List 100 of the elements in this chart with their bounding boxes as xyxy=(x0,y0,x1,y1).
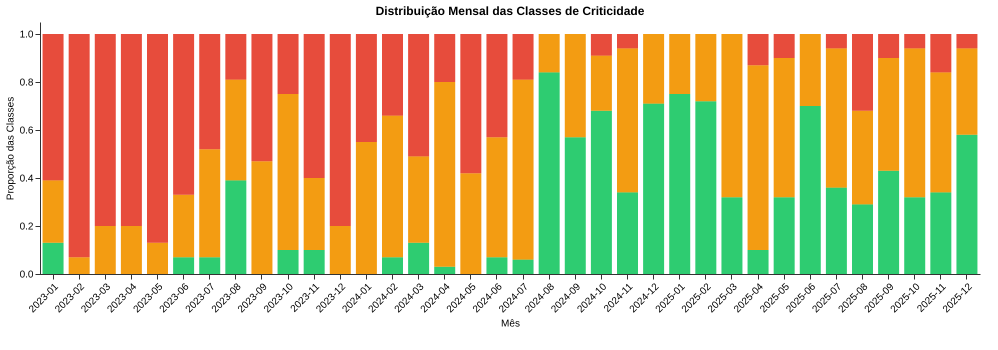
bar xyxy=(774,34,795,58)
bar xyxy=(120,34,142,226)
bar xyxy=(304,178,325,250)
bar xyxy=(434,34,456,82)
bar xyxy=(904,34,926,48)
bar xyxy=(147,242,168,274)
bar xyxy=(590,56,612,111)
bar xyxy=(434,82,456,267)
bar xyxy=(199,149,220,258)
bar xyxy=(669,34,690,94)
bar xyxy=(408,242,430,274)
y-tick-label: 1.0 xyxy=(20,30,34,40)
bar xyxy=(643,34,664,104)
bar xyxy=(930,72,952,192)
bar xyxy=(42,34,64,180)
bar xyxy=(904,197,926,274)
bar xyxy=(852,34,873,111)
bar xyxy=(330,226,351,274)
bar xyxy=(173,34,194,195)
bar xyxy=(382,257,403,274)
bar xyxy=(512,260,534,274)
bar xyxy=(251,161,272,274)
bar xyxy=(278,94,299,250)
bar xyxy=(278,250,299,274)
bar xyxy=(94,226,116,274)
chart-title: Distribuição Mensal das Classes de Criticidade xyxy=(376,4,645,18)
bar xyxy=(173,257,194,274)
bar xyxy=(94,34,116,226)
bar xyxy=(852,204,873,274)
bar xyxy=(486,137,508,258)
y-tick-label: 0.0 xyxy=(20,270,34,280)
bar xyxy=(251,34,272,162)
bar xyxy=(748,34,769,66)
bar xyxy=(669,94,690,274)
bar xyxy=(199,257,220,274)
bar xyxy=(878,170,900,274)
bar xyxy=(564,34,586,138)
y-axis-title: Proporção das Classes xyxy=(6,96,17,200)
bar xyxy=(42,242,64,274)
bar xyxy=(930,34,952,72)
bar xyxy=(590,34,612,56)
bar xyxy=(774,197,795,274)
bar xyxy=(225,180,246,274)
bar xyxy=(382,34,403,116)
bar xyxy=(538,34,560,72)
bar xyxy=(68,257,90,274)
bar xyxy=(826,188,847,274)
bar xyxy=(643,104,664,274)
bar xyxy=(147,34,168,243)
bar xyxy=(826,48,847,188)
x-axis-title: Mês xyxy=(501,318,520,330)
bar xyxy=(852,110,873,204)
y-tick-label: 0.8 xyxy=(20,78,34,88)
bar xyxy=(486,257,508,274)
bar xyxy=(68,34,90,258)
bar xyxy=(930,192,952,274)
bar xyxy=(408,156,430,243)
bar xyxy=(382,116,403,258)
bar xyxy=(748,65,769,250)
bar xyxy=(486,34,508,138)
bar xyxy=(748,250,769,274)
bar xyxy=(120,226,142,274)
bar xyxy=(304,250,325,274)
bar xyxy=(617,34,638,48)
y-tick-label: 0.4 xyxy=(20,174,34,184)
bar xyxy=(434,266,456,274)
bar xyxy=(878,34,900,58)
bar xyxy=(826,34,847,48)
bar xyxy=(774,58,795,198)
y-tick-label: 0.2 xyxy=(20,222,34,232)
bar xyxy=(408,34,430,156)
bar xyxy=(904,48,926,198)
bar xyxy=(590,110,612,274)
bar xyxy=(564,137,586,274)
bar xyxy=(538,72,560,274)
bar xyxy=(956,34,978,48)
bar xyxy=(956,48,978,135)
bar xyxy=(225,80,246,180)
bar xyxy=(225,34,246,80)
bar xyxy=(356,34,377,142)
bar xyxy=(278,34,299,94)
bar xyxy=(460,34,482,174)
bar xyxy=(878,58,900,171)
bar xyxy=(956,134,978,274)
bar xyxy=(695,101,716,274)
bar xyxy=(356,142,377,274)
bar xyxy=(695,34,716,102)
bar xyxy=(512,80,534,260)
bar xyxy=(800,34,821,106)
bar xyxy=(617,48,638,192)
bar xyxy=(304,34,325,178)
y-tick-label: 0.6 xyxy=(20,126,34,136)
bar xyxy=(512,34,534,80)
bar xyxy=(42,180,64,243)
bar xyxy=(199,34,220,150)
bar xyxy=(173,194,194,258)
bar xyxy=(460,173,482,274)
bar xyxy=(800,106,821,274)
bar xyxy=(617,192,638,274)
bar xyxy=(721,197,742,274)
